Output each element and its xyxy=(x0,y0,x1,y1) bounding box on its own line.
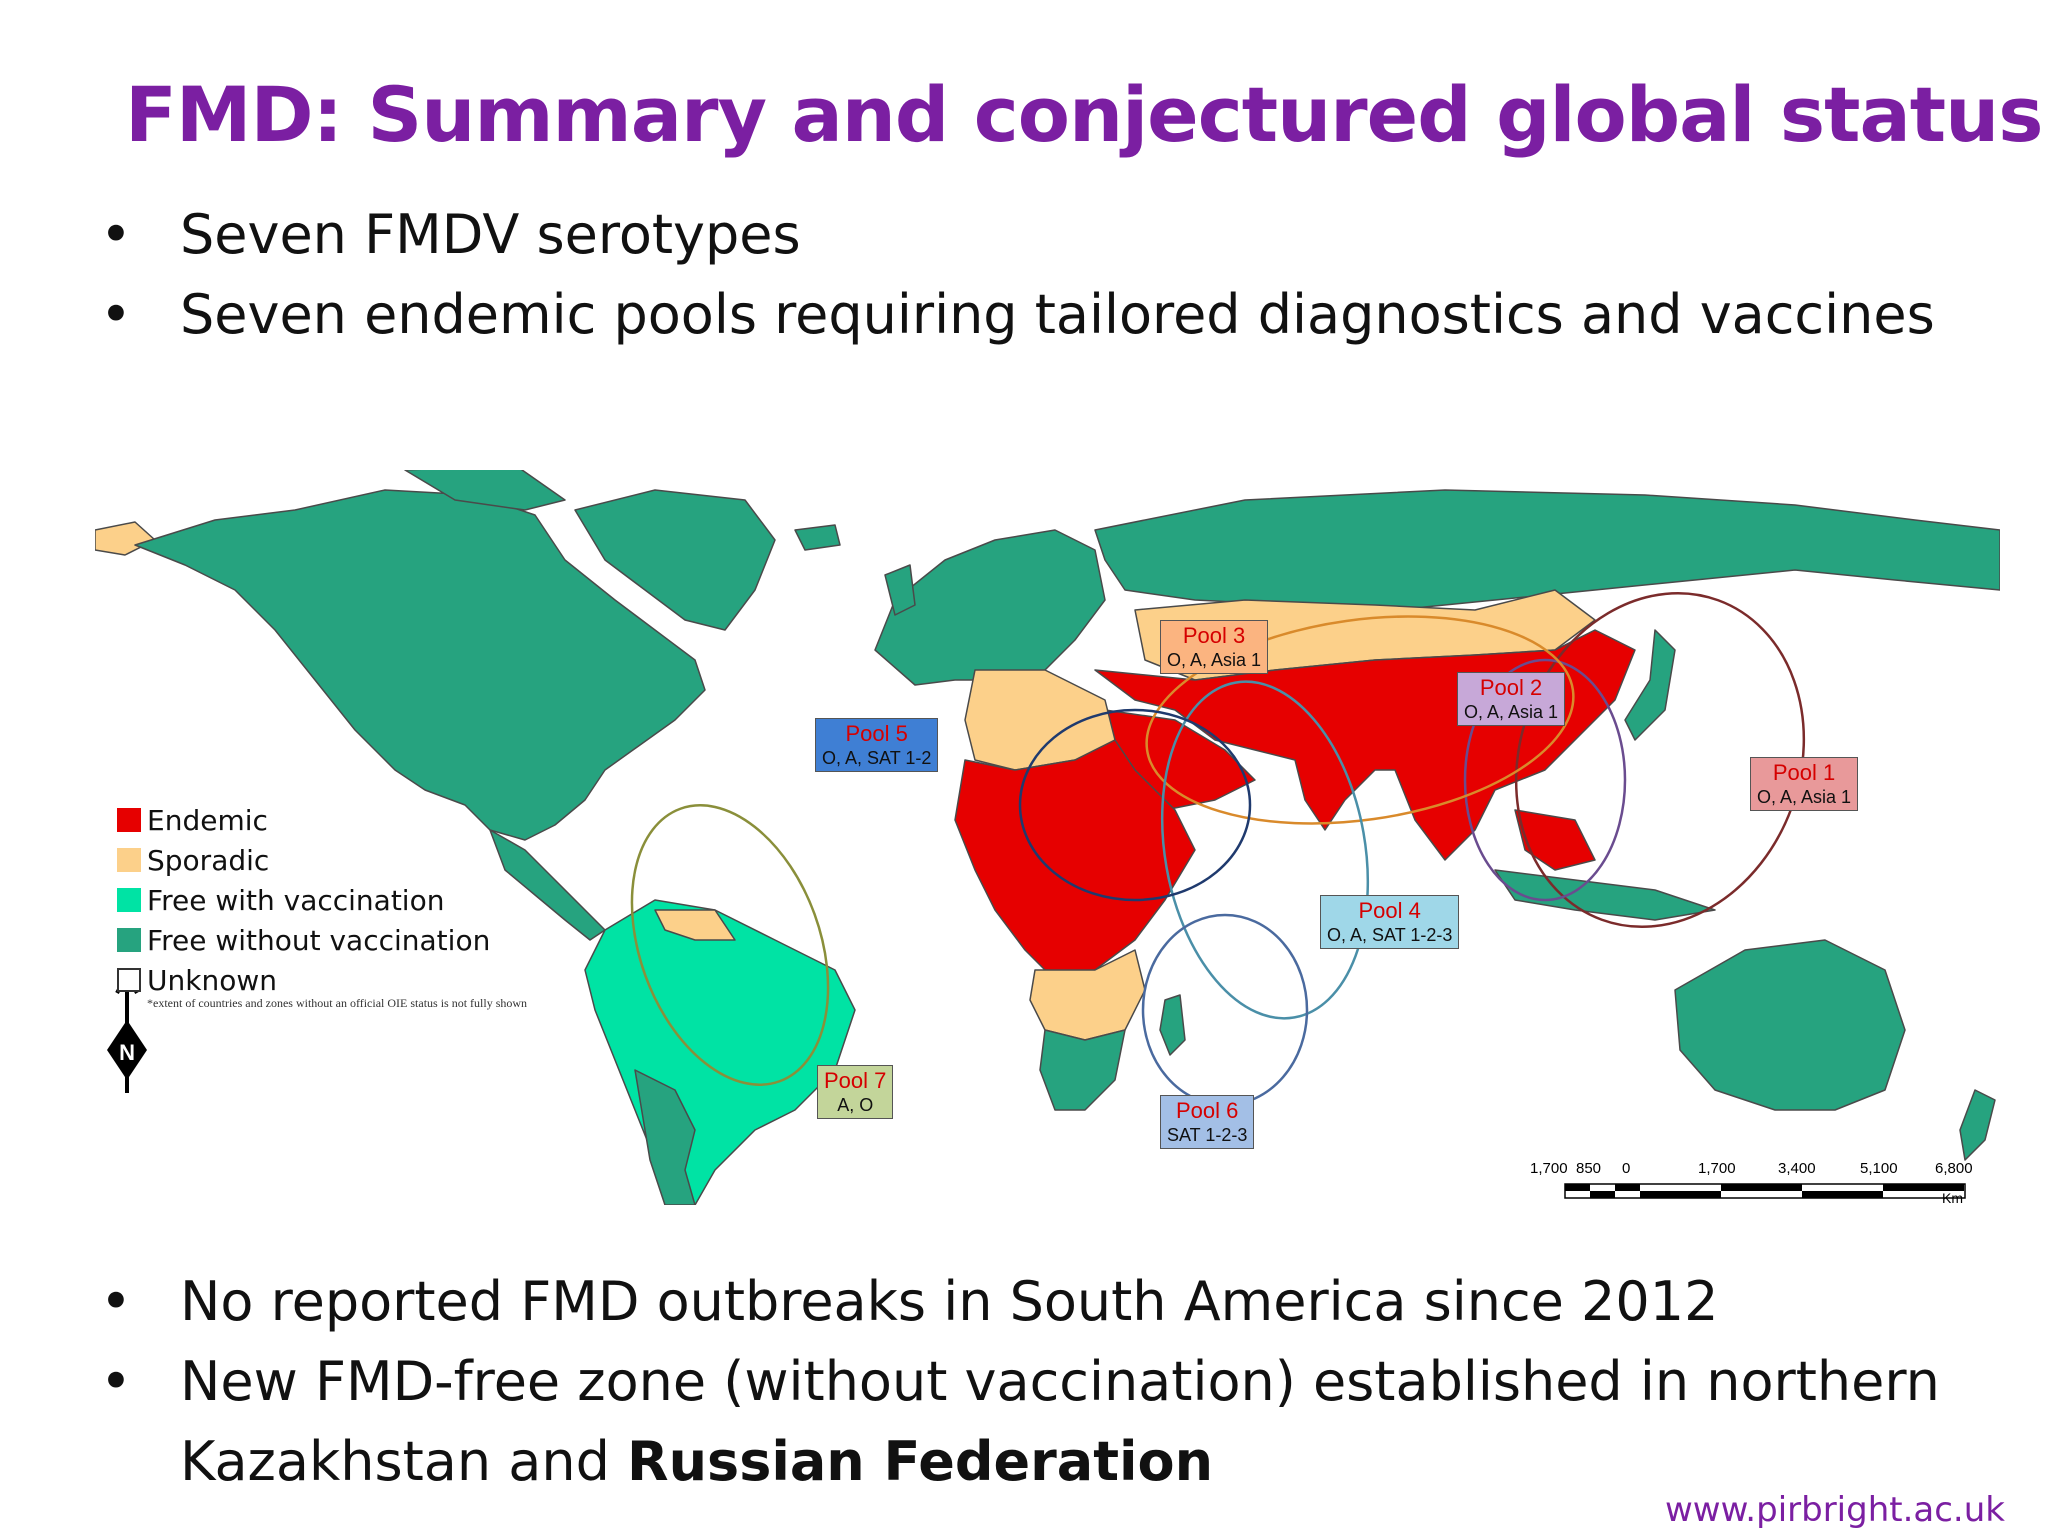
pool-1-label: Pool 1 O, A, Asia 1 xyxy=(1750,757,1859,811)
pool-7-label: Pool 7 A, O xyxy=(817,1065,894,1119)
pool-7-ellipse xyxy=(630,804,830,1086)
southern-africa xyxy=(1039,1029,1126,1111)
pool-name: Pool 1 xyxy=(1772,760,1836,785)
bullet-item: No reported FMD outbreaks in South Ameri… xyxy=(100,1262,1940,1342)
russia xyxy=(1094,489,2000,611)
legend-item-free-without-vaccination: Free without vaccination xyxy=(117,920,527,960)
pool-3-label: Pool 3 O, A, Asia 1 xyxy=(1160,620,1269,674)
scale-label: 6,800 xyxy=(1935,1160,1973,1177)
legend-swatch-endemic xyxy=(117,808,141,832)
slide-title: FMD: Summary and conjectured global stat… xyxy=(125,70,2043,159)
bullet-item: Seven endemic pools requiring tailored d… xyxy=(100,275,1935,355)
pool-5-label: Pool 5 O, A, SAT 1-2 xyxy=(815,718,939,772)
legend-item-free-with-vaccination: Free with vaccination xyxy=(117,880,527,920)
north-label: N xyxy=(119,1040,135,1065)
africa-endemic xyxy=(954,739,1196,981)
bullet-item: Seven FMDV serotypes xyxy=(100,195,1935,275)
pool-5-ellipse xyxy=(1018,708,1252,902)
uk xyxy=(884,564,916,616)
legend-item-unknown: Unknown xyxy=(117,960,527,1000)
pool-serotypes: O, A, Asia 1 xyxy=(1757,787,1852,807)
pool-4-ellipse xyxy=(1160,680,1370,1020)
south-america xyxy=(584,899,856,1205)
bullet-item: New FMD-free zone (without vaccination) … xyxy=(100,1342,1940,1422)
indonesia xyxy=(1494,869,1716,921)
europe xyxy=(874,529,1106,686)
scale-label: 5,100 xyxy=(1860,1160,1898,1177)
pool-6-label: Pool 6 SAT 1-2-3 xyxy=(1160,1095,1255,1149)
scale-unit: Km xyxy=(1942,1190,1963,1206)
map-legend: Endemic Sporadic Free with vaccination F… xyxy=(117,800,527,1011)
south-america-south xyxy=(634,1069,696,1205)
pool-4-label: Pool 4 O, A, SAT 1-2-3 xyxy=(1320,895,1460,949)
legend-swatch-sporadic xyxy=(117,848,141,872)
pool-serotypes: O, A, SAT 1-2 xyxy=(822,748,932,768)
scale-label: 1,700 xyxy=(1698,1160,1736,1177)
pool-name: Pool 5 xyxy=(845,721,908,746)
legend-label: Free without vaccination xyxy=(147,923,491,957)
scale-label: 3,400 xyxy=(1778,1160,1816,1177)
pool-2-ellipse xyxy=(1463,658,1627,902)
pool-serotypes: A, O xyxy=(837,1095,874,1115)
japan xyxy=(1624,629,1676,741)
pool-serotypes: O, A, Asia 1 xyxy=(1464,702,1559,722)
bullet-text-bold: Russian Federation xyxy=(627,1430,1214,1493)
legend-label: Sporadic xyxy=(147,843,270,877)
legend-swatch-unknown xyxy=(117,968,141,992)
legend-item-endemic: Endemic xyxy=(117,800,527,840)
legend-label: Unknown xyxy=(147,963,277,997)
pool-name: Pool 4 xyxy=(1358,898,1421,923)
legend-label: Free with vaccination xyxy=(147,883,445,917)
arctic-islands xyxy=(404,470,566,511)
pool-serotypes: SAT 1-2-3 xyxy=(1167,1125,1248,1145)
se-asia-islands xyxy=(1514,809,1596,871)
central-america xyxy=(489,829,606,941)
pool-name: Pool 3 xyxy=(1182,623,1246,648)
world-map: N Endemic Sporadic xyxy=(95,470,2000,1206)
pool-2-label: Pool 2 O, A, Asia 1 xyxy=(1457,672,1566,726)
footer-url[interactable]: www.pirbright.ac.uk xyxy=(1665,1490,2005,1530)
pool-name: Pool 7 xyxy=(824,1068,887,1093)
world-map-svg: N xyxy=(95,470,2000,1205)
scale-label: 0 xyxy=(1622,1160,1631,1177)
pool-3-ellipse xyxy=(1145,615,1575,825)
legend-swatch-free-with-vaccination xyxy=(117,888,141,912)
bullet-item-continuation: Kazakhstan and Russian Federation xyxy=(100,1422,1940,1502)
pool-serotypes: O, A, Asia 1 xyxy=(1167,650,1262,670)
bullet-list-top: Seven FMDV serotypes Seven endemic pools… xyxy=(100,195,1935,355)
iceland xyxy=(794,524,841,551)
legend-note: *extent of countries and zones without a… xyxy=(147,996,528,1010)
scale-label: 850 xyxy=(1576,1160,1602,1177)
new-zealand xyxy=(1959,1089,1996,1161)
legend-label: Endemic xyxy=(147,803,268,837)
greenland xyxy=(574,489,776,631)
bullet-list-bottom: No reported FMD outbreaks in South Ameri… xyxy=(100,1262,1940,1502)
legend-item-sporadic: Sporadic xyxy=(117,840,527,880)
madagascar xyxy=(1159,994,1186,1056)
venezuela-region xyxy=(654,909,736,941)
scale-bar-labels: 1,700 850 0 1,700 3,400 5,100 6,800 Km xyxy=(1530,1160,1973,1206)
pool-name: Pool 6 xyxy=(1175,1098,1239,1123)
bullet-text: Kazakhstan and xyxy=(180,1430,628,1493)
pool-serotypes: O, A, SAT 1-2-3 xyxy=(1327,925,1453,945)
scale-bar xyxy=(1564,1183,1966,1199)
pool-name: Pool 2 xyxy=(1479,675,1543,700)
scale-label: 1,700 xyxy=(1530,1160,1568,1177)
legend-swatch-free-without-vaccination xyxy=(117,928,141,952)
australia xyxy=(1674,939,1906,1111)
